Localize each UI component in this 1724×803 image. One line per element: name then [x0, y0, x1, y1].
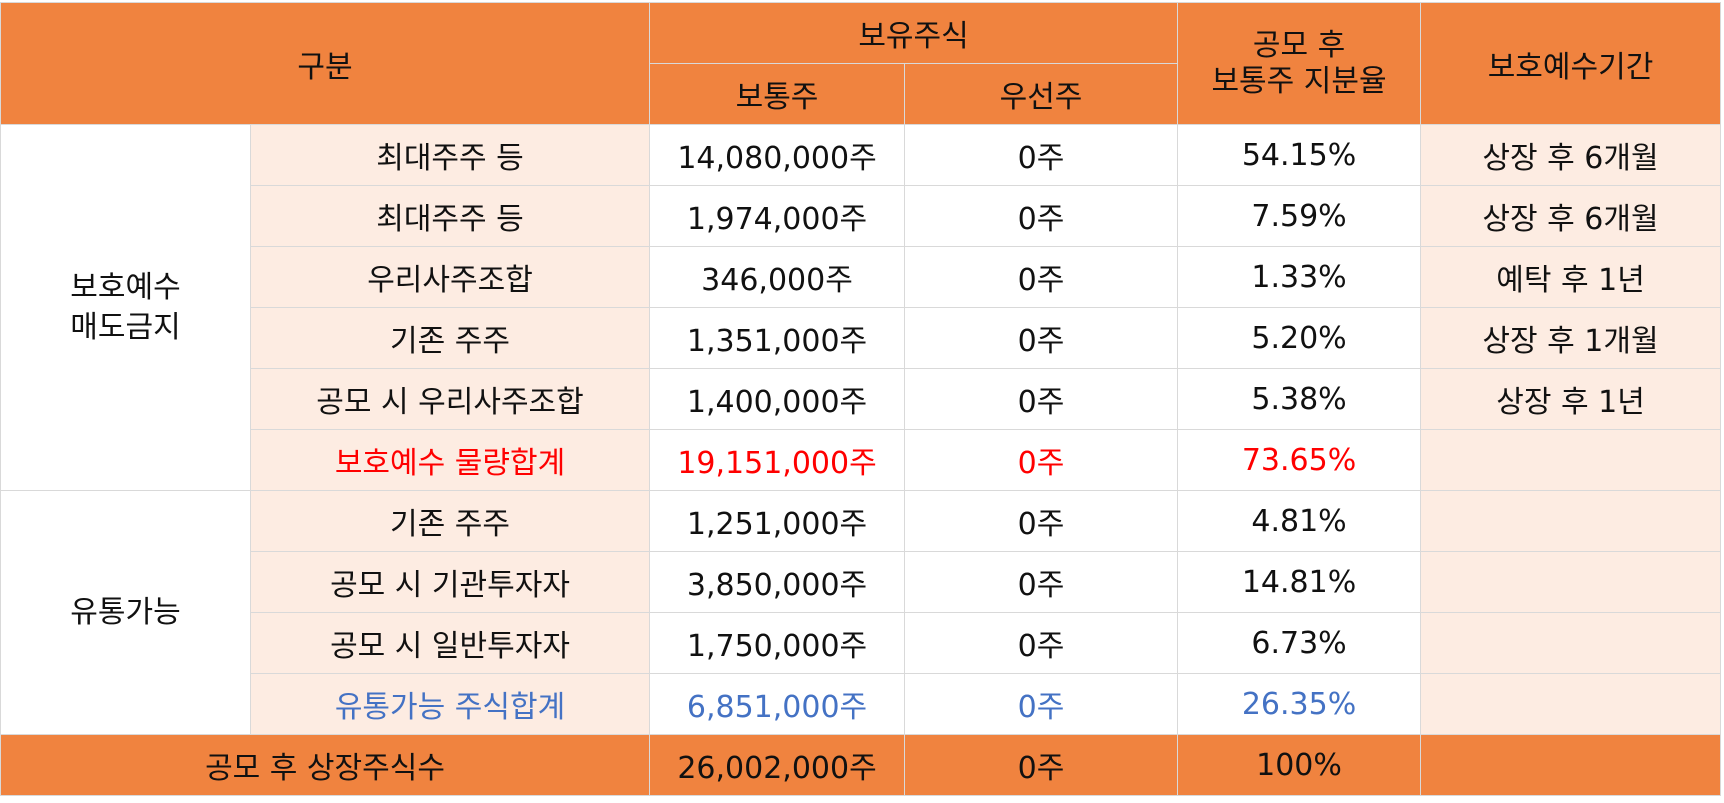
row-label: 공모 시 우리사주조합 [249, 368, 651, 430]
total-row: 공모 후 상장주식수 26,002,000주 0주 100% [0, 734, 1722, 796]
row-preferred-shares: 0주 [904, 551, 1179, 613]
row-ratio: 7.59% [1177, 185, 1422, 247]
row-lockup-period: 예탁 후 1년 [1420, 246, 1722, 308]
row-ratio: 5.38% [1177, 368, 1422, 430]
row-label: 공모 시 일반투자자 [249, 612, 651, 674]
row-common-shares: 19,151,000주 [649, 429, 906, 491]
row-preferred-shares: 0주 [904, 673, 1179, 735]
row-lockup-period: 상장 후 6개월 [1420, 124, 1722, 186]
row-ratio: 73.65% [1177, 429, 1422, 491]
total-lockup-period [1420, 734, 1722, 796]
row-ratio: 26.35% [1177, 673, 1422, 735]
row-lockup-period: 상장 후 1개월 [1420, 307, 1722, 369]
header-holdings: 보유주식 [649, 2, 1179, 64]
row-common-shares: 346,000주 [649, 246, 906, 308]
row-lockup-period [1420, 673, 1722, 735]
row-common-shares: 6,851,000주 [649, 673, 906, 735]
row-common-shares: 1,974,000주 [649, 185, 906, 247]
row-ratio: 6.73% [1177, 612, 1422, 674]
row-label: 보호예수 물량합계 [249, 429, 651, 491]
row-lockup-period [1420, 429, 1722, 491]
row-preferred-shares: 0주 [904, 246, 1179, 308]
locked-subtotal-row: 보호예수 물량합계 19,151,000주 0주 73.65% [1, 429, 1722, 491]
row-lockup-period: 상장 후 1년 [1420, 368, 1722, 430]
row-preferred-shares: 0주 [904, 185, 1179, 247]
header-share-after-ipo-line2: 보통주 지분율 [1211, 63, 1387, 99]
table-row: 공모 시 기관투자자 3,850,000주 0주 14.81% [1, 551, 1722, 613]
header-category: 구분 [0, 2, 651, 125]
table-row: 최대주주 등 1,974,000주 0주 7.59% 상장 후 6개월 [1, 185, 1722, 247]
row-ratio: 5.20% [1177, 307, 1422, 369]
row-label: 최대주주 등 [249, 124, 651, 186]
row-ratio: 4.81% [1177, 490, 1422, 552]
total-preferred-shares: 0주 [904, 734, 1179, 796]
table-row: 공모 시 일반투자자 1,750,000주 0주 6.73% [1, 612, 1722, 674]
row-common-shares: 14,080,000주 [649, 124, 906, 186]
row-lockup-period [1420, 490, 1722, 552]
row-preferred-shares: 0주 [904, 490, 1179, 552]
header-preferred: 우선주 [904, 63, 1179, 125]
row-ratio: 54.15% [1177, 124, 1422, 186]
tradable-subtotal-row: 유통가능 주식합계 6,851,000주 0주 26.35% [1, 673, 1722, 735]
total-ratio: 100% [1177, 734, 1422, 796]
row-preferred-shares: 0주 [904, 368, 1179, 430]
row-common-shares: 1,351,000주 [649, 307, 906, 369]
table-row: 보호예수 매도금지 최대주주 등 14,080,000주 0주 54.15% 상… [0, 124, 1722, 491]
total-common-shares: 26,002,000주 [649, 734, 906, 796]
row-preferred-shares: 0주 [904, 429, 1179, 491]
table-row: 기존 주주 1,351,000주 0주 5.20% 상장 후 1개월 [1, 307, 1722, 369]
table-header: 구분 보유주식 공모 후 보통주 지분율 보호예수기간 보통주 우선주 [0, 2, 1722, 125]
row-label: 우리사주조합 [249, 246, 651, 308]
row-ratio: 1.33% [1177, 246, 1422, 308]
header-share-after-ipo-line1: 공모 후 [1252, 27, 1346, 63]
row-ratio: 14.81% [1177, 551, 1422, 613]
row-preferred-shares: 0주 [904, 612, 1179, 674]
table-row: 공모 시 우리사주조합 1,400,000주 0주 5.38% 상장 후 1년 [1, 368, 1722, 430]
row-preferred-shares: 0주 [904, 307, 1179, 369]
group-label-locked-line2: 매도금지 [70, 309, 181, 345]
row-label: 기존 주주 [249, 307, 651, 369]
row-label: 기존 주주 [249, 490, 651, 552]
group-label-locked-line1: 보호예수 [70, 269, 181, 305]
row-common-shares: 1,251,000주 [649, 490, 906, 552]
row-lockup-period: 상장 후 6개월 [1420, 185, 1722, 247]
group-label-tradable: 유통가능 [0, 490, 251, 735]
row-label: 최대주주 등 [249, 185, 651, 247]
header-lockup-period: 보호예수기간 [1420, 2, 1722, 125]
total-label: 공모 후 상장주식수 [0, 734, 651, 796]
header-share-after-ipo: 공모 후 보통주 지분율 [1177, 2, 1422, 125]
header-common: 보통주 [649, 63, 906, 125]
row-lockup-period [1420, 612, 1722, 674]
table-row: 유통가능 기존 주주 1,251,000주 0주 4.81% [0, 490, 1722, 735]
group-label-locked: 보호예수 매도금지 [0, 124, 251, 491]
row-label: 공모 시 기관투자자 [249, 551, 651, 613]
row-common-shares: 1,400,000주 [649, 368, 906, 430]
row-common-shares: 1,750,000주 [649, 612, 906, 674]
table-row: 우리사주조합 346,000주 0주 1.33% 예탁 후 1년 [1, 246, 1722, 308]
row-preferred-shares: 0주 [904, 124, 1179, 186]
row-lockup-period [1420, 551, 1722, 613]
row-common-shares: 3,850,000주 [649, 551, 906, 613]
row-label: 유통가능 주식합계 [249, 673, 651, 735]
